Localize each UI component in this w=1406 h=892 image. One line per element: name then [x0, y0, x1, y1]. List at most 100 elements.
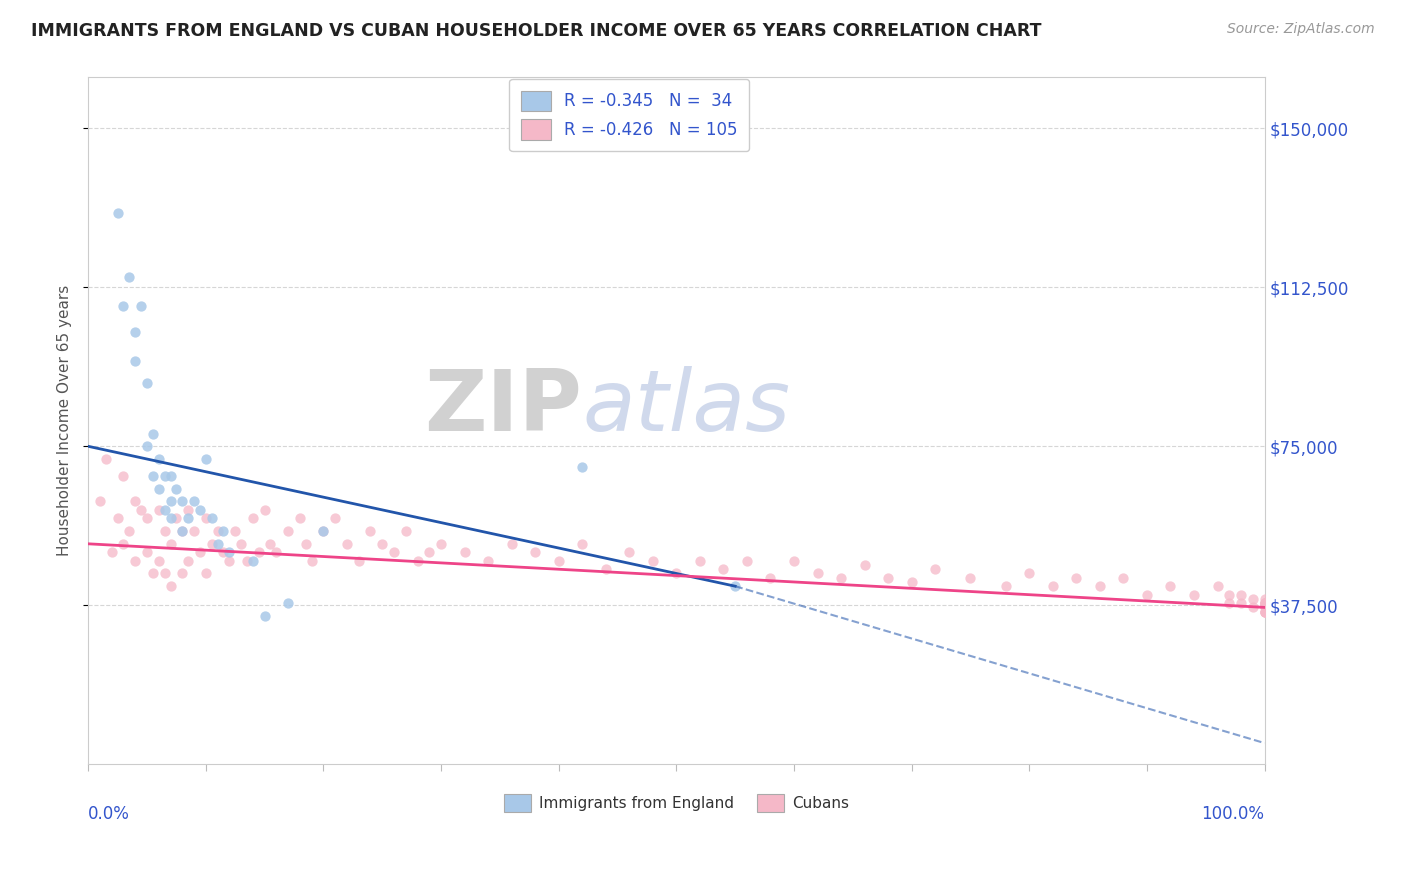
Point: [201, 511, 224, 525]
Point: [142, 426, 165, 441]
Point: [148, 554, 170, 568]
Y-axis label: Householder Income Over 65 years: Householder Income Over 65 years: [58, 285, 72, 557]
Point: [165, 482, 187, 496]
Point: [153, 503, 176, 517]
Point: [153, 469, 176, 483]
Legend: Immigrants from England, Cubans: Immigrants from England, Cubans: [498, 788, 855, 819]
Point: [501, 537, 523, 551]
Point: [188, 545, 211, 559]
Point: [294, 537, 316, 551]
Point: [1218, 588, 1240, 602]
Point: [194, 566, 217, 581]
Point: [136, 511, 159, 525]
Point: [277, 596, 299, 610]
Point: [194, 511, 217, 525]
Point: [112, 299, 135, 313]
Point: [1253, 605, 1275, 619]
Point: [159, 494, 181, 508]
Point: [229, 537, 252, 551]
Text: atlas: atlas: [582, 366, 790, 449]
Point: [1159, 579, 1181, 593]
Point: [1206, 579, 1229, 593]
Point: [207, 537, 229, 551]
Point: [159, 537, 181, 551]
Point: [194, 452, 217, 467]
Text: 0.0%: 0.0%: [89, 805, 129, 823]
Point: [524, 545, 547, 559]
Point: [360, 524, 382, 538]
Point: [148, 452, 170, 467]
Point: [153, 566, 176, 581]
Point: [301, 554, 323, 568]
Point: [312, 524, 335, 538]
Point: [430, 537, 453, 551]
Point: [830, 571, 852, 585]
Point: [783, 554, 806, 568]
Point: [665, 566, 688, 581]
Point: [406, 554, 429, 568]
Point: [571, 460, 593, 475]
Point: [595, 562, 617, 576]
Point: [112, 469, 135, 483]
Point: [253, 503, 276, 517]
Point: [347, 554, 370, 568]
Point: [100, 545, 122, 559]
Point: [994, 579, 1017, 593]
Point: [477, 554, 499, 568]
Point: [89, 494, 111, 508]
Point: [142, 469, 165, 483]
Point: [201, 537, 224, 551]
Point: [124, 554, 146, 568]
Text: ZIP: ZIP: [425, 366, 582, 449]
Point: [1253, 605, 1275, 619]
Point: [1018, 566, 1040, 581]
Point: [288, 511, 311, 525]
Point: [959, 571, 981, 585]
Point: [1253, 596, 1275, 610]
Point: [571, 537, 593, 551]
Point: [1253, 596, 1275, 610]
Point: [1253, 600, 1275, 615]
Point: [136, 545, 159, 559]
Point: [118, 269, 141, 284]
Point: [277, 524, 299, 538]
Point: [188, 503, 211, 517]
Point: [689, 554, 711, 568]
Point: [172, 524, 194, 538]
Text: IMMIGRANTS FROM ENGLAND VS CUBAN HOUSEHOLDER INCOME OVER 65 YEARS CORRELATION CH: IMMIGRANTS FROM ENGLAND VS CUBAN HOUSEHO…: [31, 22, 1042, 40]
Point: [212, 545, 235, 559]
Point: [159, 469, 181, 483]
Point: [218, 554, 240, 568]
Point: [159, 579, 181, 593]
Point: [1218, 596, 1240, 610]
Point: [877, 571, 900, 585]
Point: [453, 545, 475, 559]
Point: [236, 554, 259, 568]
Point: [124, 354, 146, 368]
Point: [124, 494, 146, 508]
Point: [177, 503, 200, 517]
Point: [218, 545, 240, 559]
Point: [136, 439, 159, 453]
Point: [177, 554, 200, 568]
Point: [148, 503, 170, 517]
Point: [759, 571, 782, 585]
Point: [266, 545, 288, 559]
Point: [212, 524, 235, 538]
Point: [1112, 571, 1135, 585]
Point: [713, 562, 735, 576]
Point: [224, 524, 246, 538]
Point: [924, 562, 946, 576]
Point: [853, 558, 876, 572]
Text: 100.0%: 100.0%: [1202, 805, 1264, 823]
Point: [1253, 596, 1275, 610]
Point: [1253, 596, 1275, 610]
Point: [207, 524, 229, 538]
Point: [107, 511, 129, 525]
Point: [107, 206, 129, 220]
Point: [724, 579, 747, 593]
Point: [1230, 596, 1253, 610]
Point: [148, 482, 170, 496]
Point: [619, 545, 641, 559]
Point: [242, 511, 264, 525]
